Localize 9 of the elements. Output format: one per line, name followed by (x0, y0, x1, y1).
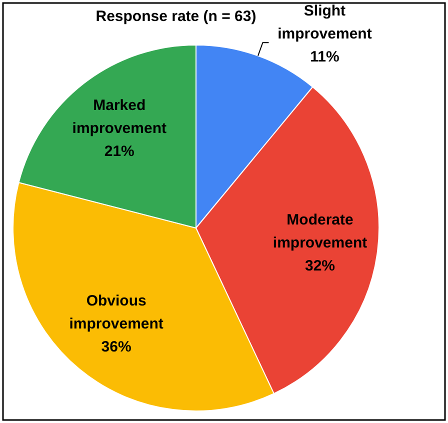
data-label: 36% (101, 338, 132, 356)
data-label: 11% (310, 48, 340, 66)
slice-label: Slight improvement (278, 2, 372, 43)
chart-title: Response rate (n = 63) (96, 8, 256, 25)
data-label: 32% (305, 258, 336, 275)
slice-label: Obvious improvement (69, 292, 164, 332)
slice-label: Moderate improvement (272, 212, 368, 252)
data-label: 21% (104, 143, 134, 160)
slice-label: Marked improvement (72, 97, 166, 138)
